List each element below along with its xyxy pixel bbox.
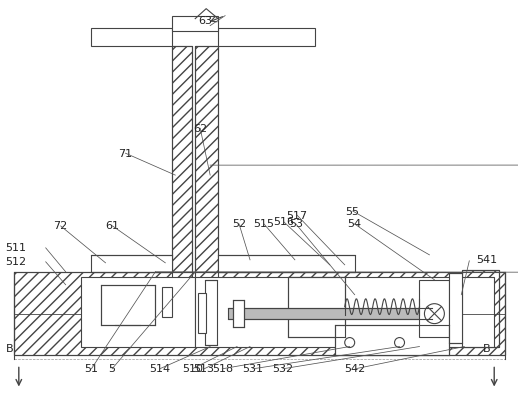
Bar xyxy=(162,287,172,317)
Text: 531: 531 xyxy=(242,364,263,374)
Bar xyxy=(288,277,345,337)
Bar xyxy=(205,280,217,344)
Text: 54: 54 xyxy=(347,219,361,229)
Text: 510: 510 xyxy=(182,364,203,374)
Text: 5: 5 xyxy=(108,364,116,374)
Bar xyxy=(462,270,499,347)
Text: 515: 515 xyxy=(254,219,275,229)
Text: 71: 71 xyxy=(118,149,132,159)
Bar xyxy=(195,46,218,285)
Text: 512: 512 xyxy=(5,257,26,267)
Bar xyxy=(91,255,172,272)
Bar xyxy=(80,277,195,347)
Text: 72: 72 xyxy=(53,221,67,231)
Bar xyxy=(195,46,218,285)
Bar xyxy=(449,273,462,342)
Text: 532: 532 xyxy=(272,364,293,374)
Bar xyxy=(172,46,192,285)
Bar xyxy=(101,285,155,325)
Bar xyxy=(198,293,206,332)
Text: 52: 52 xyxy=(232,219,246,229)
Bar xyxy=(218,255,354,272)
Bar xyxy=(172,16,218,31)
Text: B: B xyxy=(483,344,491,354)
Text: 517: 517 xyxy=(286,211,307,221)
Text: 513: 513 xyxy=(194,364,215,374)
Text: 516: 516 xyxy=(274,217,294,227)
Bar xyxy=(14,272,505,354)
Text: 62: 62 xyxy=(193,124,207,134)
Bar xyxy=(91,28,172,46)
Bar xyxy=(218,28,315,46)
Text: 514: 514 xyxy=(149,364,170,374)
Text: 61: 61 xyxy=(105,221,119,231)
Text: 55: 55 xyxy=(346,207,360,217)
Bar xyxy=(335,325,449,354)
Bar xyxy=(462,270,499,347)
Bar xyxy=(419,280,449,337)
Text: 53: 53 xyxy=(289,219,303,229)
Text: 51: 51 xyxy=(85,364,99,374)
Text: 511: 511 xyxy=(5,243,26,253)
Text: 542: 542 xyxy=(345,364,366,374)
Text: 541: 541 xyxy=(476,256,498,266)
Bar xyxy=(14,272,505,354)
Bar xyxy=(195,277,494,347)
Bar xyxy=(233,300,244,327)
Text: 63: 63 xyxy=(198,15,212,26)
Bar xyxy=(172,46,192,285)
Bar xyxy=(228,308,432,319)
Text: B: B xyxy=(6,344,14,354)
Text: 518: 518 xyxy=(212,364,233,374)
